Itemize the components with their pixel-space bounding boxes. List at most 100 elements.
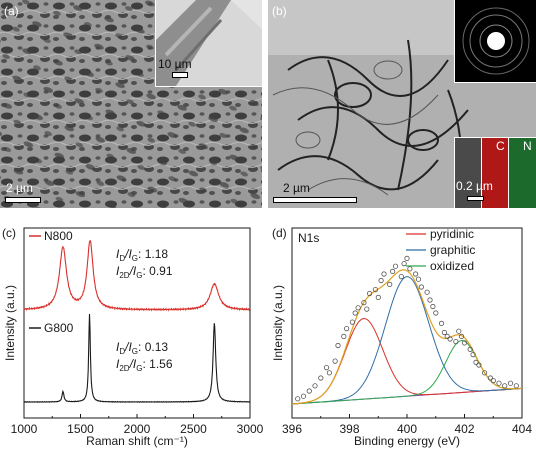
xps-data-point	[430, 303, 436, 310]
xps-data-point	[447, 336, 453, 342]
xps-data-point	[306, 388, 312, 394]
n800-label: N800	[44, 229, 73, 243]
eds-scale-bar	[467, 196, 484, 201]
n800-ratio-id-ig: ID/IG: 1.18	[116, 247, 168, 263]
panel-a-scale-bar	[5, 197, 41, 203]
g800-ratio-id-ig: ID/IG: 0.13	[116, 340, 168, 356]
raman-xtick-label: 2000	[124, 422, 151, 436]
xps-data-point	[476, 362, 482, 368]
panel-c-label: (c)	[2, 226, 16, 240]
xps-data-point	[375, 294, 381, 301]
raman-xtick-label: 1500	[67, 422, 94, 436]
raman-series-n800	[23, 240, 251, 312]
xps-data-point	[496, 380, 502, 386]
panel-b-eds-n-map	[508, 137, 536, 208]
xps-data-point	[367, 290, 373, 297]
xps-xtick-label: 398	[339, 422, 359, 436]
xps-data-point	[300, 393, 307, 399]
raman-xtick-label: 3000	[237, 422, 264, 436]
raman-xtick-label: 1000	[11, 422, 38, 436]
inset-scale-label: 10 µm	[158, 57, 192, 71]
xps-envelope	[291, 269, 522, 405]
xps-data-point	[441, 329, 447, 336]
xps-data-point	[318, 375, 324, 381]
xps-data-point	[361, 300, 367, 306]
xps-xtick-label: 400	[397, 422, 417, 436]
xps-legend: pyridinic graphitic oxidized	[406, 227, 475, 273]
xps-data-point	[490, 378, 496, 384]
legend-pyridinic-label: pyridinic	[430, 227, 474, 241]
legend-oxidized-label: oxidized	[430, 259, 474, 273]
xps-component-oxidized	[291, 339, 522, 405]
raman-chart: 1000 1500 2000 2500 3000 Raman shift (cm⁻¹) …	[3, 227, 264, 448]
xps-data-point	[332, 358, 338, 364]
xps-data-point	[438, 320, 445, 327]
raman-ylabel: Intensity (a.u.)	[3, 285, 17, 361]
panel-a-inset: 10 µm	[155, 0, 262, 87]
eds-scale-label: 0.2 µm	[456, 179, 493, 193]
xps-data-point	[312, 383, 318, 389]
xps-data-point	[453, 339, 459, 345]
panel-d-label: (d)	[272, 226, 287, 240]
xps-ylabel: Intensity (a.u.)	[271, 285, 285, 361]
inset-scale-bar	[172, 72, 188, 78]
xps-data-point	[427, 297, 433, 303]
xps-data-point	[364, 306, 370, 312]
xps-data-point	[355, 305, 361, 311]
xps-data-point	[502, 383, 508, 389]
xps-data-point	[335, 342, 341, 349]
xps-data-point	[398, 273, 404, 280]
xps-data-point	[401, 260, 407, 267]
xps-data-point	[444, 333, 450, 340]
raman-xlabel: Raman shift (cm⁻¹)	[86, 434, 188, 448]
xps-data-point	[461, 340, 468, 346]
panel-b-tem-image: C N 0.2 µm (b) 2 µm	[268, 0, 536, 208]
xps-data-point	[390, 268, 396, 275]
xps-data-point	[433, 310, 439, 316]
xps-data-point	[352, 310, 358, 316]
xps-data-point	[392, 263, 399, 269]
xps-data-point	[295, 396, 301, 402]
xps-xtick-label: 396	[282, 422, 302, 436]
legend-graphitic-label: graphitic	[430, 243, 475, 257]
panel-a-sem-image: 10 µm (a) 2 µm	[0, 0, 262, 208]
saed-pattern-rings	[462, 7, 530, 75]
xps-chart: 396 398 400 402 404 N1s Binding energy (eV) …	[271, 227, 532, 448]
g800-label: G800	[44, 321, 74, 335]
panel-b-scale-bar	[273, 197, 357, 203]
xps-data-point	[482, 370, 488, 376]
xps-data-point	[470, 352, 476, 358]
xps-data-point	[404, 255, 410, 262]
xps-title: N1s	[298, 231, 319, 245]
xps-data-point	[456, 328, 462, 334]
g800-ratio-i2d-ig: I2D/IG: 1.56	[116, 357, 173, 373]
xps-data-point	[387, 281, 393, 288]
eds-c-label: C	[496, 139, 505, 153]
xps-data-point	[372, 287, 379, 293]
n800-ratio-i2d-ig: I2D/IG: 0.91	[116, 264, 173, 280]
xps-xtick-label: 404	[512, 422, 532, 436]
panel-b-scale-label: 2 µm	[283, 181, 310, 195]
xps-data-point	[507, 380, 514, 386]
xps-data-point	[378, 277, 384, 284]
raman-series-g800	[23, 313, 250, 403]
xps-data-point	[413, 271, 419, 277]
xps-data-point	[513, 383, 519, 389]
inset-sem-fiber	[156, 0, 262, 86]
xps-xlabel: Binding energy (eV)	[354, 434, 460, 448]
xps-data-point	[341, 333, 347, 340]
panel-a-scale-label: 2 µm	[6, 181, 33, 195]
raman-xtick-label: 2500	[180, 422, 207, 436]
xps-data-point	[487, 375, 493, 381]
xps-data-point	[349, 319, 356, 325]
xps-data-point	[473, 359, 479, 365]
xps-component-graphitic	[291, 276, 523, 405]
xps-data-point	[467, 346, 473, 352]
xps-data-point	[381, 271, 387, 277]
xps-data-point	[415, 276, 422, 282]
xps-data-point	[418, 284, 424, 290]
panel-a-label: (a)	[4, 4, 19, 18]
eds-n-label: N	[523, 139, 532, 153]
panel-b-saed-inset	[454, 0, 536, 83]
xps-data-point	[344, 326, 350, 332]
